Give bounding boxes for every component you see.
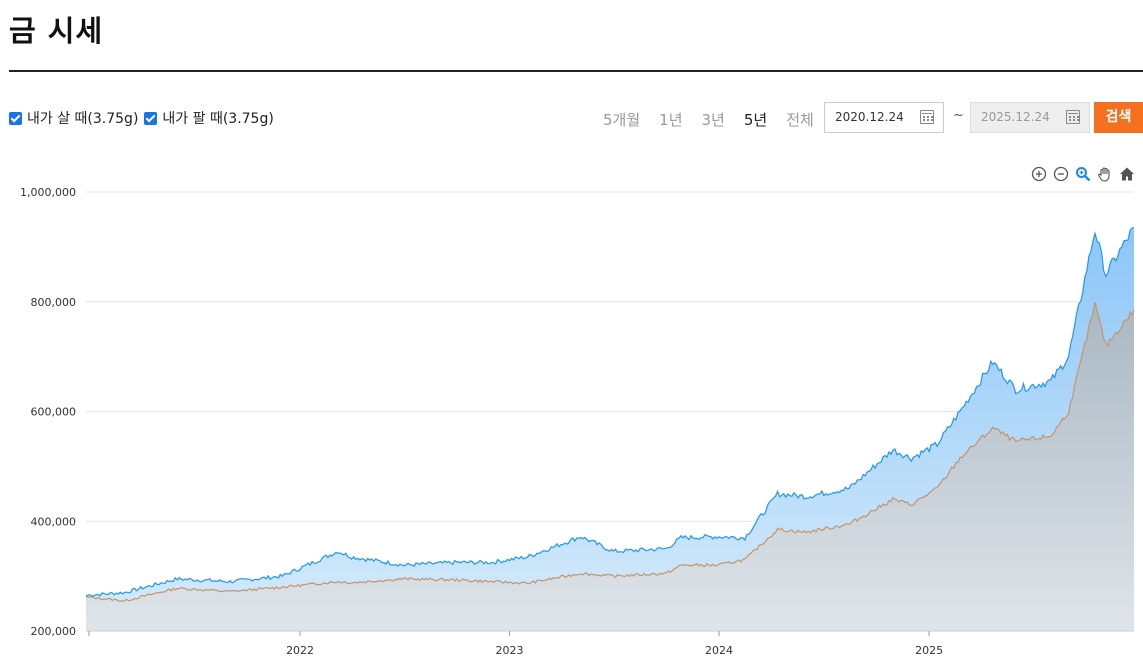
period-5-months[interactable]: 5개월 [603, 111, 641, 129]
y-tick-label: 1,000,000 [20, 186, 76, 199]
buy-price-checkbox[interactable]: 내가 살 때(3.75g) [9, 108, 138, 128]
period-selector: 5개월 1년 3년 5년 전체 [603, 109, 814, 130]
y-tick-label: 600,000 [31, 406, 77, 419]
buy-price-label: 내가 살 때(3.75g) [27, 111, 139, 127]
pan-hand-icon[interactable] [1096, 165, 1114, 183]
calendar-icon[interactable] [1066, 110, 1080, 124]
date-range-separator: ~ [953, 108, 964, 123]
period-all[interactable]: 전체 [786, 111, 814, 129]
end-date-value: 2025.12.24 [981, 110, 1050, 124]
end-date-input[interactable]: 2025.12.24 [970, 102, 1090, 133]
x-tick-label: 2022 [286, 644, 314, 657]
search-button[interactable]: 검색 [1094, 102, 1143, 133]
chart-toolbar [1030, 165, 1136, 183]
sell-price-checkbox[interactable]: 내가 팔 때(3.75g) [144, 108, 274, 128]
sell-price-area [86, 302, 1134, 631]
period-1-year[interactable]: 1년 [659, 111, 683, 129]
buy-price-line [85, 227, 1135, 597]
gold-price-chart[interactable]: 200,000 400,000 600,000 800,000 1,000,000 202… [0, 150, 1143, 668]
y-tick-label: 200,000 [31, 625, 77, 638]
calendar-icon[interactable] [920, 110, 934, 124]
series-filters: 내가 살 때(3.75g) 내가 팔 때(3.75g) [9, 108, 280, 128]
start-date-value: 2020.12.24 [835, 110, 904, 124]
magnify-icon[interactable] [1074, 165, 1092, 183]
page-title: 금 시세 [9, 14, 104, 48]
x-tick-label: 2023 [496, 644, 524, 657]
zoom-out-icon[interactable] [1052, 165, 1070, 183]
start-date-input[interactable]: 2020.12.24 [824, 102, 944, 133]
y-tick-label: 800,000 [31, 296, 77, 309]
title-divider [9, 70, 1143, 72]
home-icon[interactable] [1118, 165, 1136, 183]
checkbox-checked-icon [144, 111, 158, 125]
sell-price-label: 내가 팔 때(3.75g) [162, 111, 274, 127]
checkbox-checked-icon [9, 111, 22, 125]
zoom-in-icon[interactable] [1030, 165, 1048, 183]
x-tick-label: 2024 [705, 644, 733, 657]
y-tick-label: 400,000 [31, 515, 77, 528]
period-5-years[interactable]: 5년 [743, 111, 768, 129]
period-3-years[interactable]: 3년 [701, 111, 725, 129]
sell-price-line [85, 301, 1135, 602]
x-tick-label: 2025 [915, 644, 943, 657]
